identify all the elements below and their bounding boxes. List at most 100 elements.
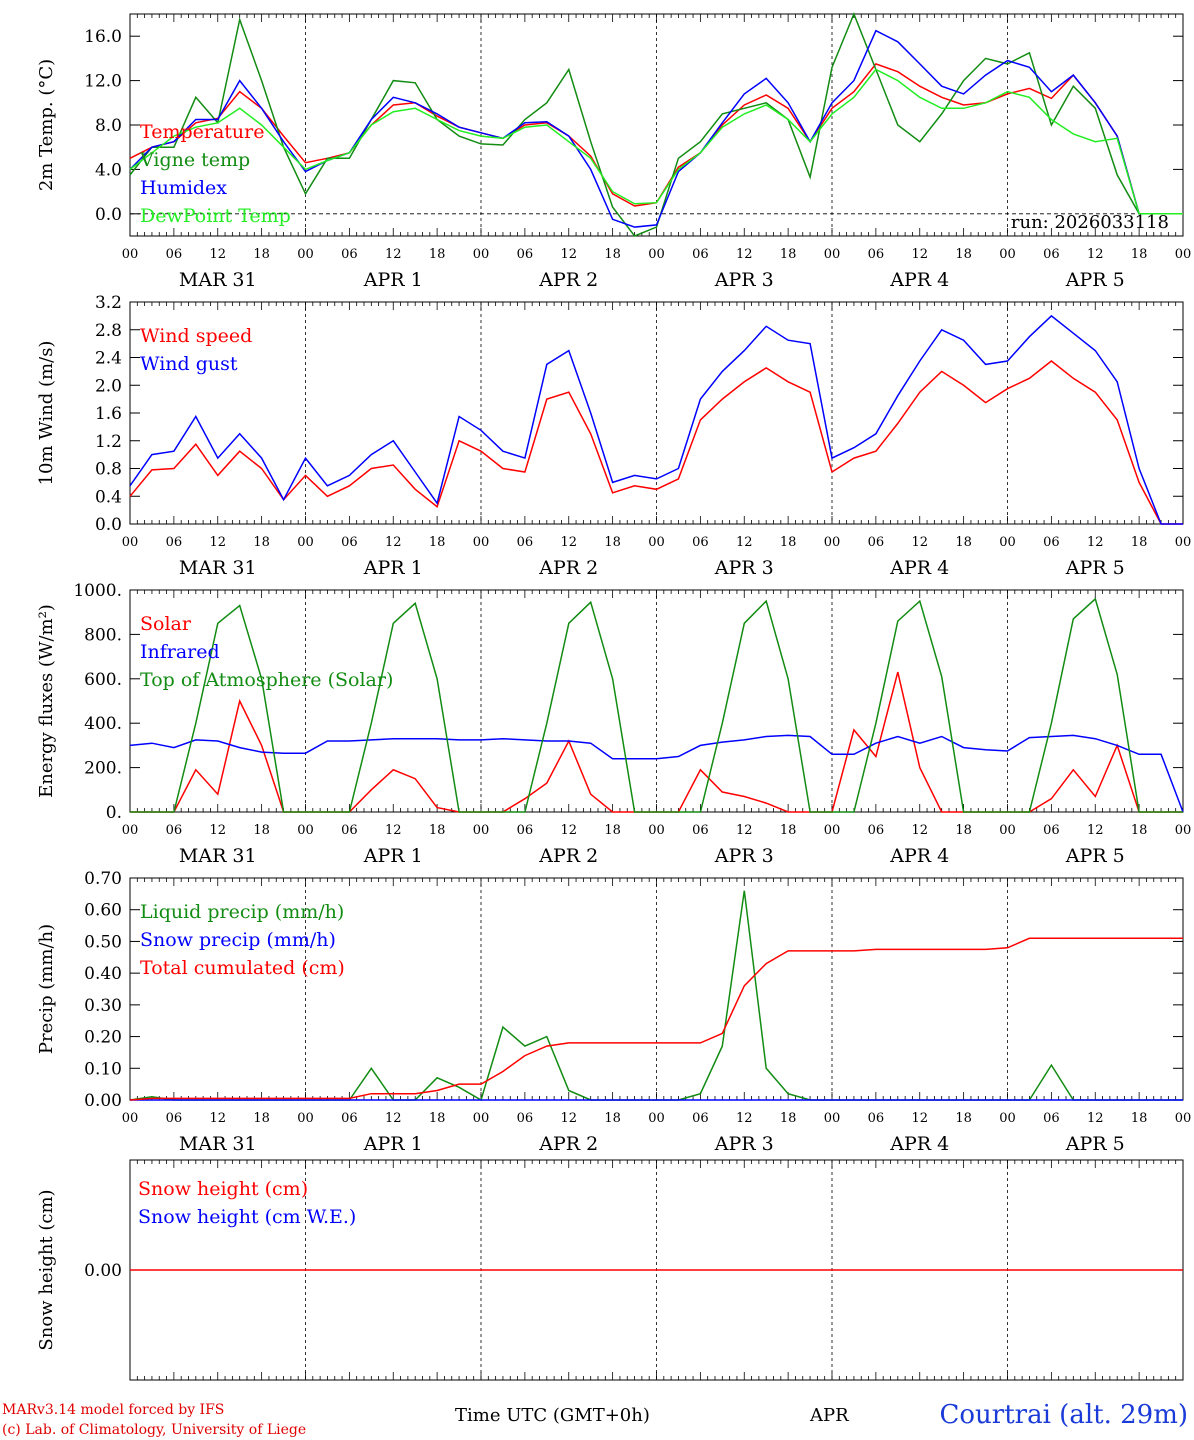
series-line-green (129, 11, 1183, 237)
x-tick-label: 06 (517, 535, 534, 550)
y-tick-label: 8.0 (95, 116, 122, 136)
y-tick-label: 0.00 (84, 1261, 122, 1281)
series-line-blue (129, 314, 1183, 525)
x-tick-label: 12 (560, 823, 577, 838)
series-line-green (130, 597, 1183, 813)
x-tick-label: 00 (297, 535, 314, 550)
day-label: APR 3 (714, 269, 774, 291)
x-tick-label: 00 (122, 823, 139, 838)
x-tick-label: 06 (517, 823, 534, 838)
x-tick-label: 06 (868, 823, 885, 838)
x-tick-label: 12 (1087, 247, 1104, 262)
series-line-blue (129, 734, 1184, 813)
y-tick-label: 200. (84, 759, 122, 779)
day-label: APR 4 (889, 1133, 949, 1155)
day-label: APR 5 (1065, 1133, 1125, 1155)
x-tick-label: 12 (385, 247, 402, 262)
legend-entry: Snow precip (mm/h) (140, 929, 336, 951)
x-tick-label: 12 (209, 535, 226, 550)
x-tick-label: 18 (1131, 823, 1148, 838)
x-tick-label: 18 (955, 247, 972, 262)
x-tick-label: 18 (780, 823, 797, 838)
day-label: APR 1 (363, 1133, 423, 1155)
x-tick-label: 12 (385, 535, 402, 550)
x-tick-label: 06 (517, 1111, 534, 1126)
x-tick-label: 06 (166, 247, 183, 262)
day-label: APR 4 (889, 269, 949, 291)
x-tick-label: 00 (473, 1111, 490, 1126)
legend-entry: Wind speed (140, 325, 252, 347)
y-tick-label: 0.30 (84, 996, 122, 1016)
x-tick-label: 06 (1043, 247, 1060, 262)
month-label: APR (810, 1405, 849, 1426)
legend-entry: Humidex (140, 177, 227, 199)
legend-entry: Liquid precip (mm/h) (140, 901, 344, 923)
day-label: APR 1 (363, 845, 423, 867)
x-tick-label: 12 (911, 823, 928, 838)
x-tick-label: 06 (692, 535, 709, 550)
y-axis-label: 2m Temp. (°C) (36, 59, 57, 191)
x-tick-label: 00 (824, 535, 841, 550)
x-tick-label: 12 (736, 535, 753, 550)
series-line-red (129, 937, 1183, 1101)
day-label: APR 2 (538, 845, 598, 867)
x-tick-label: 00 (999, 1111, 1016, 1126)
x-tick-label: 18 (429, 247, 446, 262)
x-tick-label: 00 (297, 823, 314, 838)
x-tick-label: 06 (692, 247, 709, 262)
x-tick-label: 18 (604, 1111, 621, 1126)
day-label: APR 3 (714, 1133, 774, 1155)
y-tick-label: 0.00 (84, 1091, 122, 1111)
x-tick-label: 18 (780, 535, 797, 550)
legend-entry: Top of Atmosphere (Solar) (140, 669, 393, 691)
day-label: APR 2 (538, 557, 598, 579)
credit-line-1: MARv3.14 model forced by IFS (2, 1402, 225, 1418)
x-tick-label: 12 (209, 247, 226, 262)
x-tick-label: 12 (560, 247, 577, 262)
x-tick-label: 12 (736, 247, 753, 262)
x-tick-label: 00 (473, 823, 490, 838)
y-tick-label: 0.4 (95, 487, 122, 507)
y-axis-label: 10m Wind (m/s) (36, 341, 57, 486)
y-tick-label: 1.2 (95, 432, 122, 452)
y-tick-label: 3.2 (95, 293, 122, 313)
run-annotation: run: 2026033118 (1011, 212, 1169, 233)
x-tick-label: 12 (385, 823, 402, 838)
credit-line-2: (c) Lab. of Climatology, University of L… (2, 1422, 307, 1438)
x-tick-label: 12 (560, 535, 577, 550)
x-tick-label: 18 (604, 535, 621, 550)
x-tick-label: 00 (824, 1111, 841, 1126)
x-tick-label: 12 (560, 1111, 577, 1126)
x-tick-label: 06 (1043, 535, 1060, 550)
x-tick-label: 18 (955, 1111, 972, 1126)
day-label: APR 2 (538, 269, 598, 291)
day-label: APR 3 (714, 845, 774, 867)
day-label: APR 1 (363, 557, 423, 579)
x-tick-label: 12 (209, 823, 226, 838)
y-tick-label: 0.8 (95, 460, 122, 480)
series-line-red (129, 360, 1183, 525)
y-tick-label: 0.20 (84, 1028, 122, 1048)
x-tick-label: 12 (209, 1111, 226, 1126)
y-tick-label: 0.50 (84, 932, 122, 952)
x-tick-label: 18 (780, 1111, 797, 1126)
x-tick-label: 18 (253, 1111, 270, 1126)
x-tick-label: 00 (648, 247, 665, 262)
legend-entry: DewPoint Temp (140, 205, 291, 227)
x-tick-label: 18 (253, 247, 270, 262)
legend-entry: Temperature (140, 121, 264, 143)
legend-entry: Wind gust (140, 353, 238, 375)
x-tick-label: 18 (253, 535, 270, 550)
legend-entry: Snow height (cm W.E.) (138, 1206, 356, 1228)
day-label: MAR 31 (179, 269, 257, 291)
x-tick-label: 00 (999, 823, 1016, 838)
y-tick-label: 0.0 (95, 515, 122, 535)
y-tick-label: 12.0 (84, 72, 122, 92)
model-credits: MARv3.14 model forced by IFS (c) Lab. of… (2, 1400, 306, 1440)
y-tick-label: 400. (84, 714, 122, 734)
y-tick-label: 2.4 (95, 349, 122, 369)
day-label: APR 4 (889, 557, 949, 579)
day-label: MAR 31 (179, 845, 257, 867)
legend-entry: Infrared (140, 641, 220, 663)
